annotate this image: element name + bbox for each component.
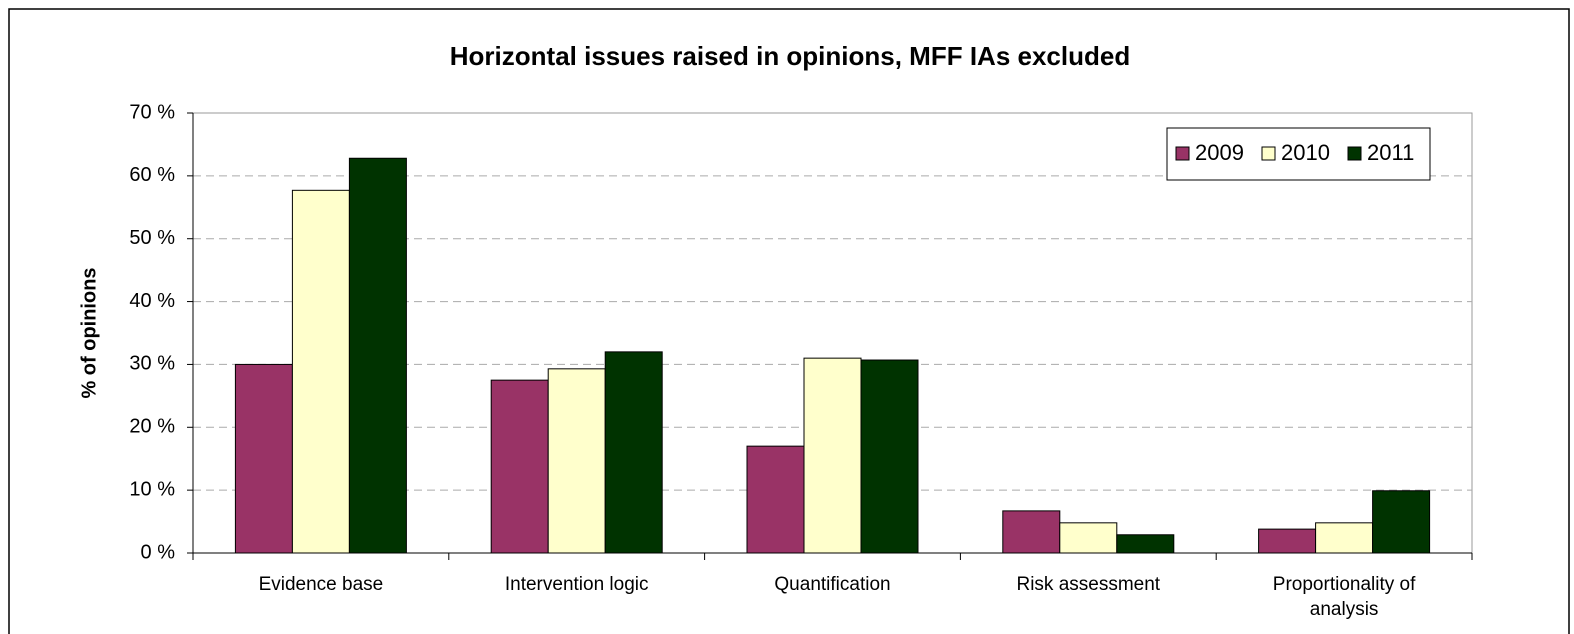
- bar: [490, 379, 549, 554]
- y-tick-label: 50 %: [129, 227, 175, 249]
- chart-title: Horizontal issues raised in opinions, MF…: [450, 41, 1130, 71]
- bar: [547, 368, 606, 554]
- bar: [1059, 522, 1118, 554]
- bar: [348, 157, 407, 554]
- y-tick-label: 30 %: [129, 353, 175, 375]
- legend-label: 2009: [1195, 140, 1244, 165]
- x-tick-label: Quantification: [774, 574, 891, 595]
- y-tick-label: 70 %: [129, 101, 175, 123]
- y-axis-label: % of opinions: [78, 267, 100, 398]
- legend-label: 2010: [1281, 140, 1330, 165]
- y-tick-label: 0 %: [141, 541, 176, 563]
- bar: [1116, 534, 1175, 554]
- y-tick-label: 40 %: [129, 290, 175, 312]
- bar: [803, 357, 862, 554]
- bar: [860, 359, 919, 554]
- y-tick-label: 60 %: [129, 164, 175, 186]
- x-tick-label: Evidence base: [258, 574, 384, 595]
- bar: [234, 363, 293, 554]
- x-tick-label: Proportionality of analysis: [1272, 574, 1416, 620]
- legend-box: [1166, 127, 1431, 181]
- legend-swatch: [1261, 146, 1276, 161]
- bar: [1258, 528, 1317, 554]
- bar: [1315, 522, 1374, 554]
- x-tick-label: Risk assessment: [1016, 574, 1161, 595]
- legend-swatch: [1175, 146, 1190, 161]
- y-tick-label: 20 %: [129, 416, 175, 438]
- bar: [604, 351, 663, 554]
- bar: [746, 445, 805, 554]
- x-tick-label: Intervention logic: [504, 574, 649, 595]
- legend-label: 2011: [1367, 140, 1414, 165]
- legend-swatch: [1347, 146, 1362, 161]
- bar: [1372, 490, 1431, 554]
- bar: [291, 189, 350, 554]
- bar: [1002, 510, 1061, 554]
- y-tick-label: 10 %: [129, 478, 175, 500]
